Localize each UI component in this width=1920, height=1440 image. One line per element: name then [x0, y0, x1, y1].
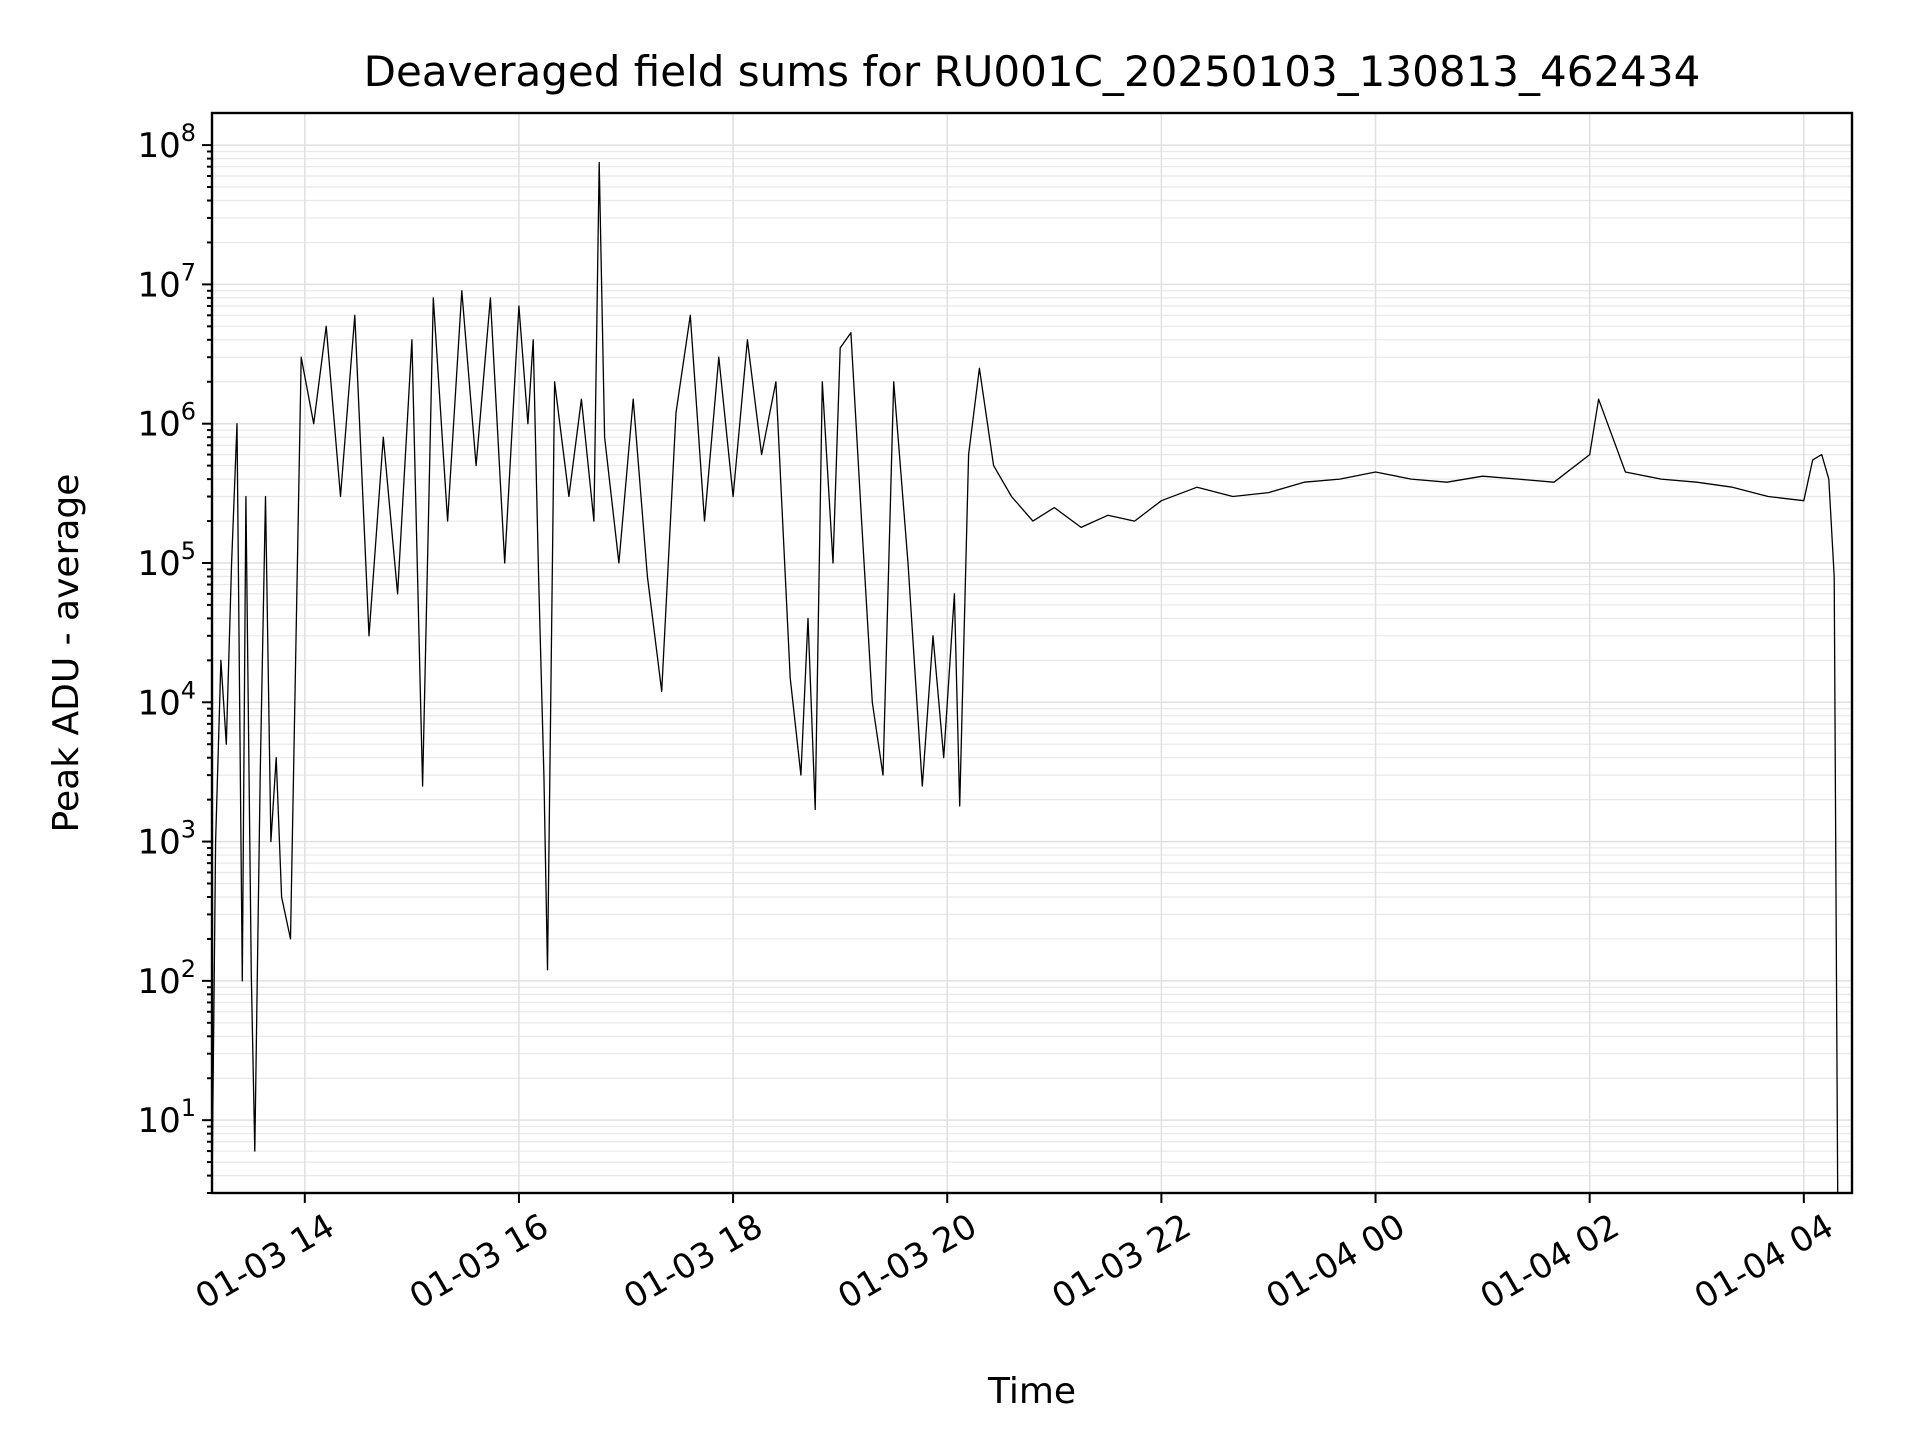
x-tick-label: 01-04 00	[1260, 1206, 1412, 1317]
y-tick-exponent: 5	[181, 537, 196, 565]
x-tick-label: 01-04 02	[1474, 1206, 1626, 1317]
y-tick-label: 105	[137, 537, 196, 584]
x-tick-label: 01-04 04	[1688, 1206, 1840, 1317]
x-tick-label: 01-03 14	[189, 1206, 341, 1317]
x-tick-label: 01-03 16	[403, 1206, 555, 1317]
y-tick-exponent: 1	[181, 1094, 196, 1122]
y-tick-label: 101	[137, 1094, 196, 1141]
grid-layer	[212, 113, 1852, 1194]
y-tick-exponent: 4	[181, 676, 196, 704]
y-tick-exponent: 7	[181, 258, 196, 286]
x-tick-label: 01-03 20	[831, 1206, 983, 1317]
y-tick-exponent: 6	[181, 398, 196, 426]
tick-layer: 101 102 103 104 105 106 107 108 01-03 14 01-03 16…	[137, 119, 1840, 1317]
y-tick-exponent: 8	[181, 119, 196, 147]
y-tick-exponent: 3	[181, 816, 196, 844]
y-tick-label: 108	[137, 119, 196, 166]
x-tick-label: 01-03 22	[1045, 1206, 1197, 1317]
plot-frame	[210, 111, 1854, 1195]
y-tick-label: 102	[137, 955, 196, 1002]
y-tick-label: 107	[137, 258, 196, 305]
y-tick-label: 103	[137, 816, 196, 863]
y-axis-label: Peak ADU - average	[46, 474, 87, 833]
y-tick-label: 106	[137, 398, 196, 445]
x-axis-label: Time	[987, 1371, 1076, 1412]
series-layer	[211, 161, 1839, 1194]
chart-title: Deaveraged field sums for RU001C_2025010…	[364, 47, 1701, 96]
x-tick-label: 01-03 18	[617, 1206, 769, 1317]
y-tick-exponent: 2	[181, 955, 196, 983]
series-line-0	[211, 161, 1839, 1194]
y-tick-label: 104	[137, 676, 196, 723]
